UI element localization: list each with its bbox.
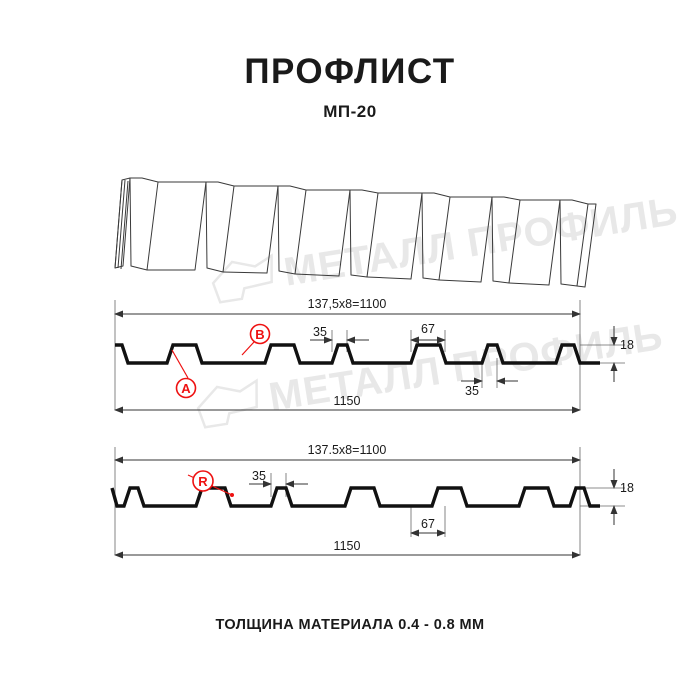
dimension-label-18-bottom: 18 (620, 481, 634, 495)
footer-note: ТОЛЩИНА МАТЕРИАЛА 0.4 - 0.8 ММ (215, 617, 485, 633)
dimension-valley-width-top: 67 (410, 322, 446, 344)
dimension-total-width-bottom: 1150 (114, 539, 581, 559)
dimension-label-1150-top: 1150 (334, 394, 361, 408)
profile-outline-top (115, 343, 600, 365)
watermark-logo-icon (211, 253, 273, 304)
dimension-valley-width-bottom: 67 (410, 517, 446, 537)
title-block: ПРОФЛИСТ МП-20 (0, 52, 700, 122)
marker-b: B (241, 323, 271, 356)
profile-outline-bottom (110, 486, 600, 508)
page-title: ПРОФЛИСТ (244, 52, 456, 91)
extension-lines-bottom (114, 447, 625, 555)
profile-3d-geometry (114, 177, 597, 288)
dimension-label-overall-bottom: 137.5x8=1100 (308, 443, 387, 457)
dimension-height-top: 18 (610, 326, 634, 382)
page-subtitle: МП-20 (323, 102, 377, 121)
dimension-label-1150-bottom: 1150 (334, 539, 361, 553)
dimension-height-bottom: 18 (610, 469, 634, 525)
dimension-overall-bottom: 137.5x8=1100 (114, 443, 581, 464)
dimension-label-overall-top: 137,5x8=1100 (308, 297, 387, 311)
marker-a-label: A (181, 381, 191, 396)
marker-r: R (187, 470, 234, 497)
dimension-label-35-bottom: 35 (252, 469, 266, 483)
dimension-label-35b-top: 35 (465, 384, 479, 398)
dimension-label-35-top: 35 (313, 325, 327, 339)
dimension-label-67-bottom: 67 (421, 517, 435, 531)
dimension-total-width-top: 1150 (114, 394, 581, 414)
dimension-rib-width-2-top: 35 (461, 377, 518, 398)
dimension-rib-width-bottom: 35 (249, 469, 308, 488)
marker-b-label: B (255, 327, 264, 342)
dimension-label-18-top: 18 (620, 338, 634, 352)
dimension-label-67-top: 67 (421, 322, 435, 336)
dimension-overall-top: 137,5x8=1100 (114, 297, 581, 318)
dimension-rib-width-top: 35 (310, 325, 369, 344)
marker-r-label: R (198, 474, 208, 489)
marker-a: A (171, 349, 197, 399)
